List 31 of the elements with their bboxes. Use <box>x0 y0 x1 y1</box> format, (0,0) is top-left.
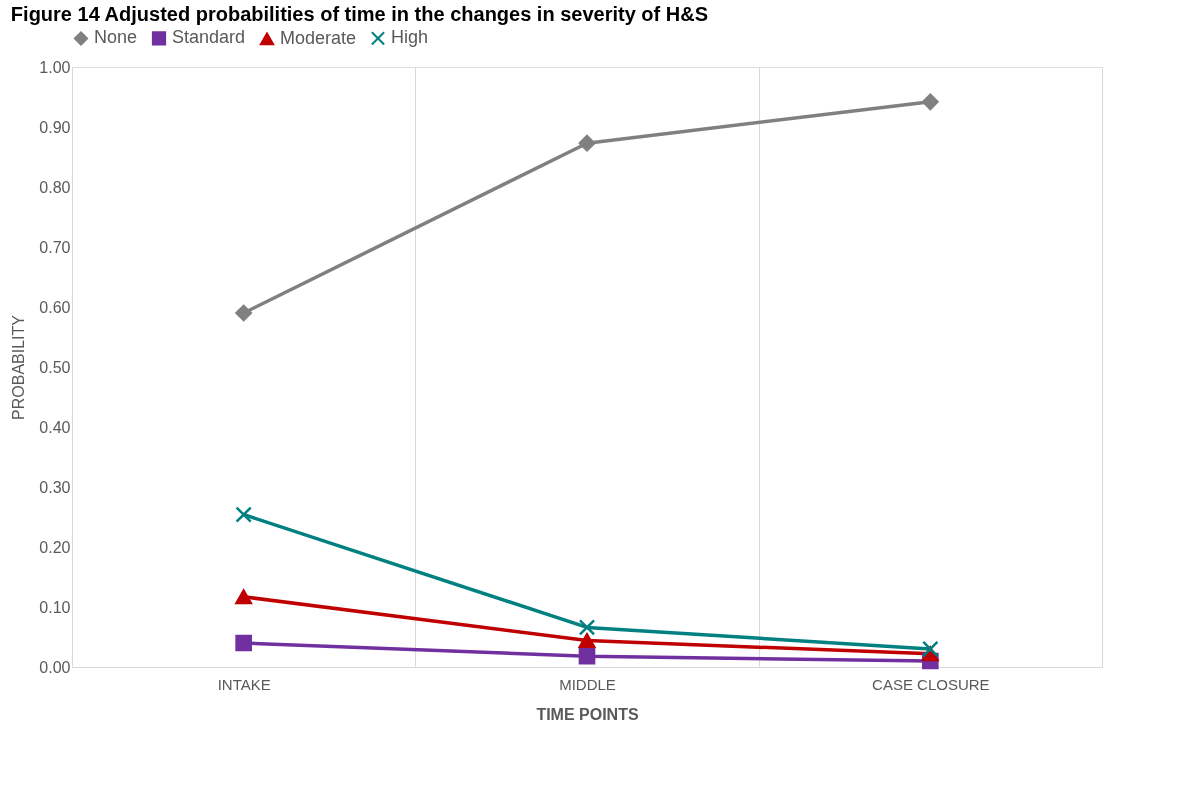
x-axis-title: TIME POINTS <box>536 705 639 723</box>
point <box>578 134 596 152</box>
y-axis-title: PROBABILITY <box>10 314 28 420</box>
y-tick-label: 0.30 <box>39 478 71 496</box>
y-tick-label: 0.20 <box>39 538 71 556</box>
point <box>578 647 596 665</box>
legend-label: Moderate <box>280 27 357 48</box>
y-tick-label: 0.70 <box>39 238 71 256</box>
point <box>235 634 252 652</box>
point <box>235 304 252 322</box>
y-tick-label: 0.00 <box>39 658 71 676</box>
y-tick-label: 0.60 <box>39 298 71 316</box>
legend-label: None <box>94 27 138 48</box>
point <box>235 589 252 605</box>
x-tick-label: CASE CLOSURE <box>872 675 990 693</box>
y-tick-label: 0.40 <box>39 418 71 436</box>
point <box>578 619 596 636</box>
y-tick-label: 0.90 <box>39 118 71 136</box>
x-tick-label: MIDDLE <box>559 675 616 693</box>
x-tick-label: INTAKE <box>217 675 271 693</box>
y-tick-label: 0.80 <box>39 178 71 196</box>
chart-title: Figure 14 Adjusted probabilities of time in the changes in severity of H&S <box>10 3 709 25</box>
legend-label: Standard <box>172 27 246 48</box>
y-tick-label: 0.10 <box>39 598 71 616</box>
point <box>922 93 939 111</box>
y-tick-label: 0.50 <box>39 358 71 376</box>
point <box>235 506 252 523</box>
point <box>578 633 596 648</box>
point <box>922 640 939 658</box>
y-tick-label: 1.00 <box>39 58 71 76</box>
legend-label: High <box>391 27 429 48</box>
